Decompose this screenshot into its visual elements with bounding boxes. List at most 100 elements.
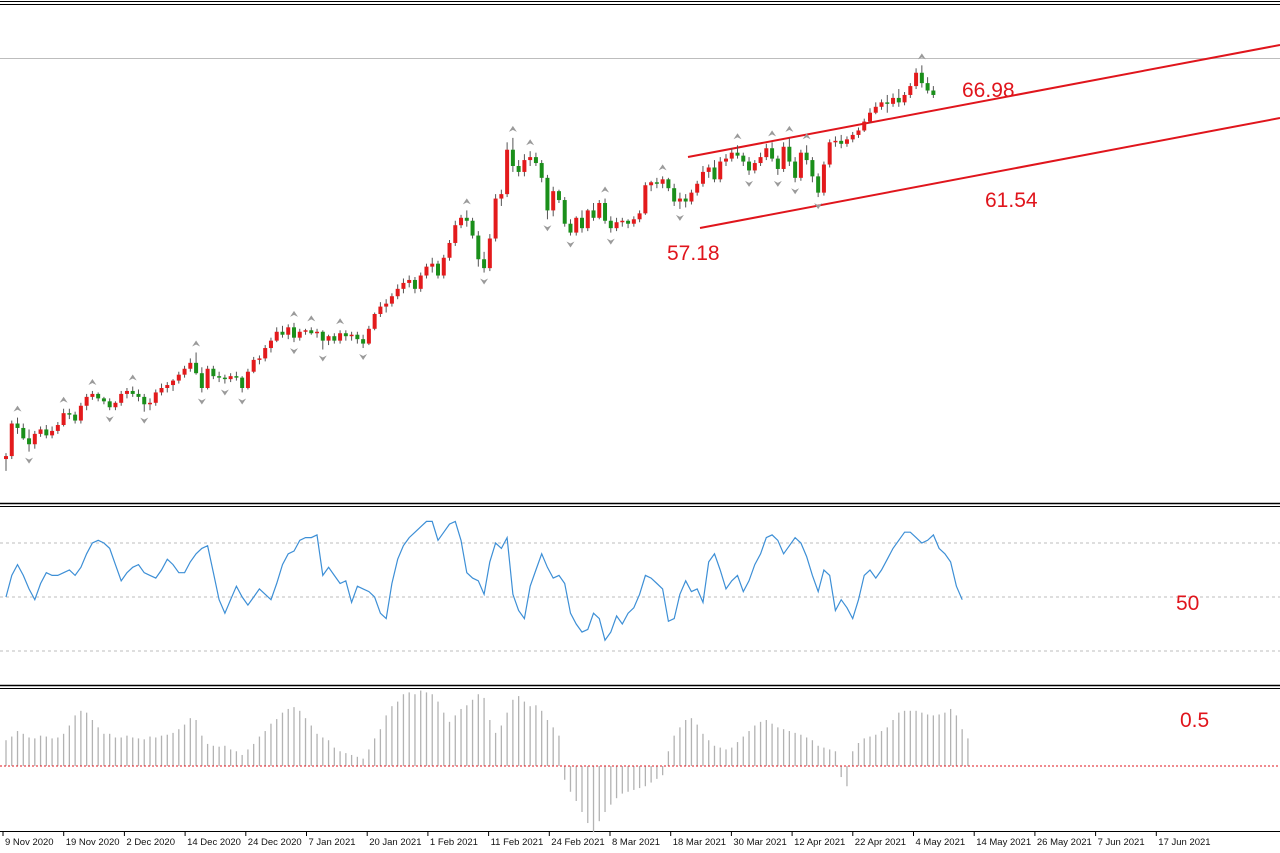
candle-body (21, 427, 26, 439)
candle-body (844, 139, 849, 144)
candle-body (280, 331, 285, 335)
candle-body (453, 225, 458, 243)
candle-body (597, 203, 602, 218)
candle-body (38, 429, 43, 434)
candle-body (499, 194, 504, 199)
candle-body (130, 390, 135, 394)
candle-body (27, 438, 32, 445)
fractal-down-icon (290, 348, 298, 355)
candle-body (516, 166, 521, 172)
rsi-panel: 50 (0, 520, 1280, 652)
candle-body (689, 192, 694, 202)
date-tick-label: 24 Feb 2021 (551, 837, 604, 848)
candle-body (50, 430, 55, 436)
candle-body (338, 333, 343, 341)
candle-body (44, 429, 49, 436)
candle-body (770, 148, 775, 159)
fractal-down-icon (480, 278, 489, 285)
candle-body (286, 327, 291, 335)
candle-body (326, 336, 331, 341)
candle-body (211, 368, 216, 377)
fractal-up-icon (13, 405, 22, 412)
price-label: 66.98 (962, 79, 1015, 102)
candle-body (251, 359, 256, 372)
date-axis: 9 Nov 2020 19 Nov 2020 2 Dec 2020 14 Dec 20… (2, 832, 1211, 848)
date-tick-label: 12 Apr 2021 (794, 837, 845, 848)
candle-body (395, 288, 400, 297)
candle-body (459, 217, 464, 226)
fractal-down-icon (238, 398, 247, 405)
fractal-up-icon (307, 315, 316, 322)
candle-body (257, 358, 262, 360)
candle-body (67, 413, 72, 415)
candle-body (96, 393, 101, 399)
candle-body (729, 152, 734, 159)
candle-body (292, 327, 296, 338)
candle-body (706, 167, 711, 172)
candle-body (631, 219, 636, 224)
fractal-up-icon (802, 133, 811, 140)
candle-body (73, 414, 78, 421)
candle-body (545, 177, 550, 211)
candle-body (919, 72, 924, 84)
candle-body (522, 160, 527, 172)
candle-body (608, 220, 613, 229)
candle-body (182, 368, 187, 375)
fractal-up-icon (733, 133, 742, 140)
oscillator-level-label: 0.5 (1180, 709, 1209, 732)
date-tick-label: 26 May 2021 (1037, 837, 1092, 848)
rsi-level-label: 50 (1176, 592, 1199, 615)
candle-body (61, 413, 66, 425)
fractal-down-icon (791, 188, 800, 195)
candle-body (775, 158, 780, 169)
candle-body (407, 279, 412, 283)
date-tick-label: 14 May 2021 (976, 837, 1031, 848)
fractal-up-icon (768, 130, 777, 137)
price-label: 61.54 (985, 189, 1038, 212)
candle-body (493, 198, 498, 239)
candle-body (303, 330, 308, 332)
candle-body (637, 213, 642, 220)
candle-body (758, 157, 763, 164)
fractal-down-icon (359, 354, 368, 361)
candle-body (9, 423, 14, 457)
candle-body (827, 142, 832, 165)
fractal-up-icon (785, 125, 794, 132)
candle-body (464, 217, 469, 221)
fractal-down-icon (318, 355, 327, 362)
candle-body (240, 377, 245, 388)
fractal-up-icon (526, 139, 535, 146)
fractal-up-icon (290, 310, 298, 317)
fractal-up-icon (658, 164, 667, 171)
candle-body (735, 152, 740, 156)
fractal-up-icon (508, 125, 517, 132)
date-tick-label: 2 Dec 2020 (126, 837, 175, 848)
date-tick-label: 8 Mar 2021 (612, 837, 660, 848)
candle-body (591, 210, 596, 218)
candle-body (539, 163, 544, 178)
fractal-down-icon (606, 238, 615, 245)
candle-body (372, 314, 377, 329)
candle-body (315, 331, 320, 334)
panel-frames (0, 1, 1280, 832)
candle-body (32, 433, 37, 445)
candle-body (712, 167, 717, 180)
candle-body (798, 152, 803, 178)
candle-body (436, 263, 440, 276)
candle-body (171, 380, 176, 386)
candle-body (724, 158, 728, 162)
candle-body (574, 217, 579, 233)
candle-body (55, 425, 60, 431)
fractal-up-icon (917, 53, 926, 60)
candle-body (752, 163, 757, 171)
candles (4, 65, 936, 471)
fractal-down-icon (745, 180, 754, 187)
candle-body (551, 191, 556, 211)
fractal-down-icon (197, 398, 206, 405)
candle-body (868, 112, 872, 122)
fractal-down-icon (566, 241, 575, 248)
candle-body (441, 257, 446, 276)
candle-body (366, 328, 371, 344)
date-tick-label: 17 Jun 2021 (1158, 837, 1210, 848)
candle-body (332, 336, 337, 341)
